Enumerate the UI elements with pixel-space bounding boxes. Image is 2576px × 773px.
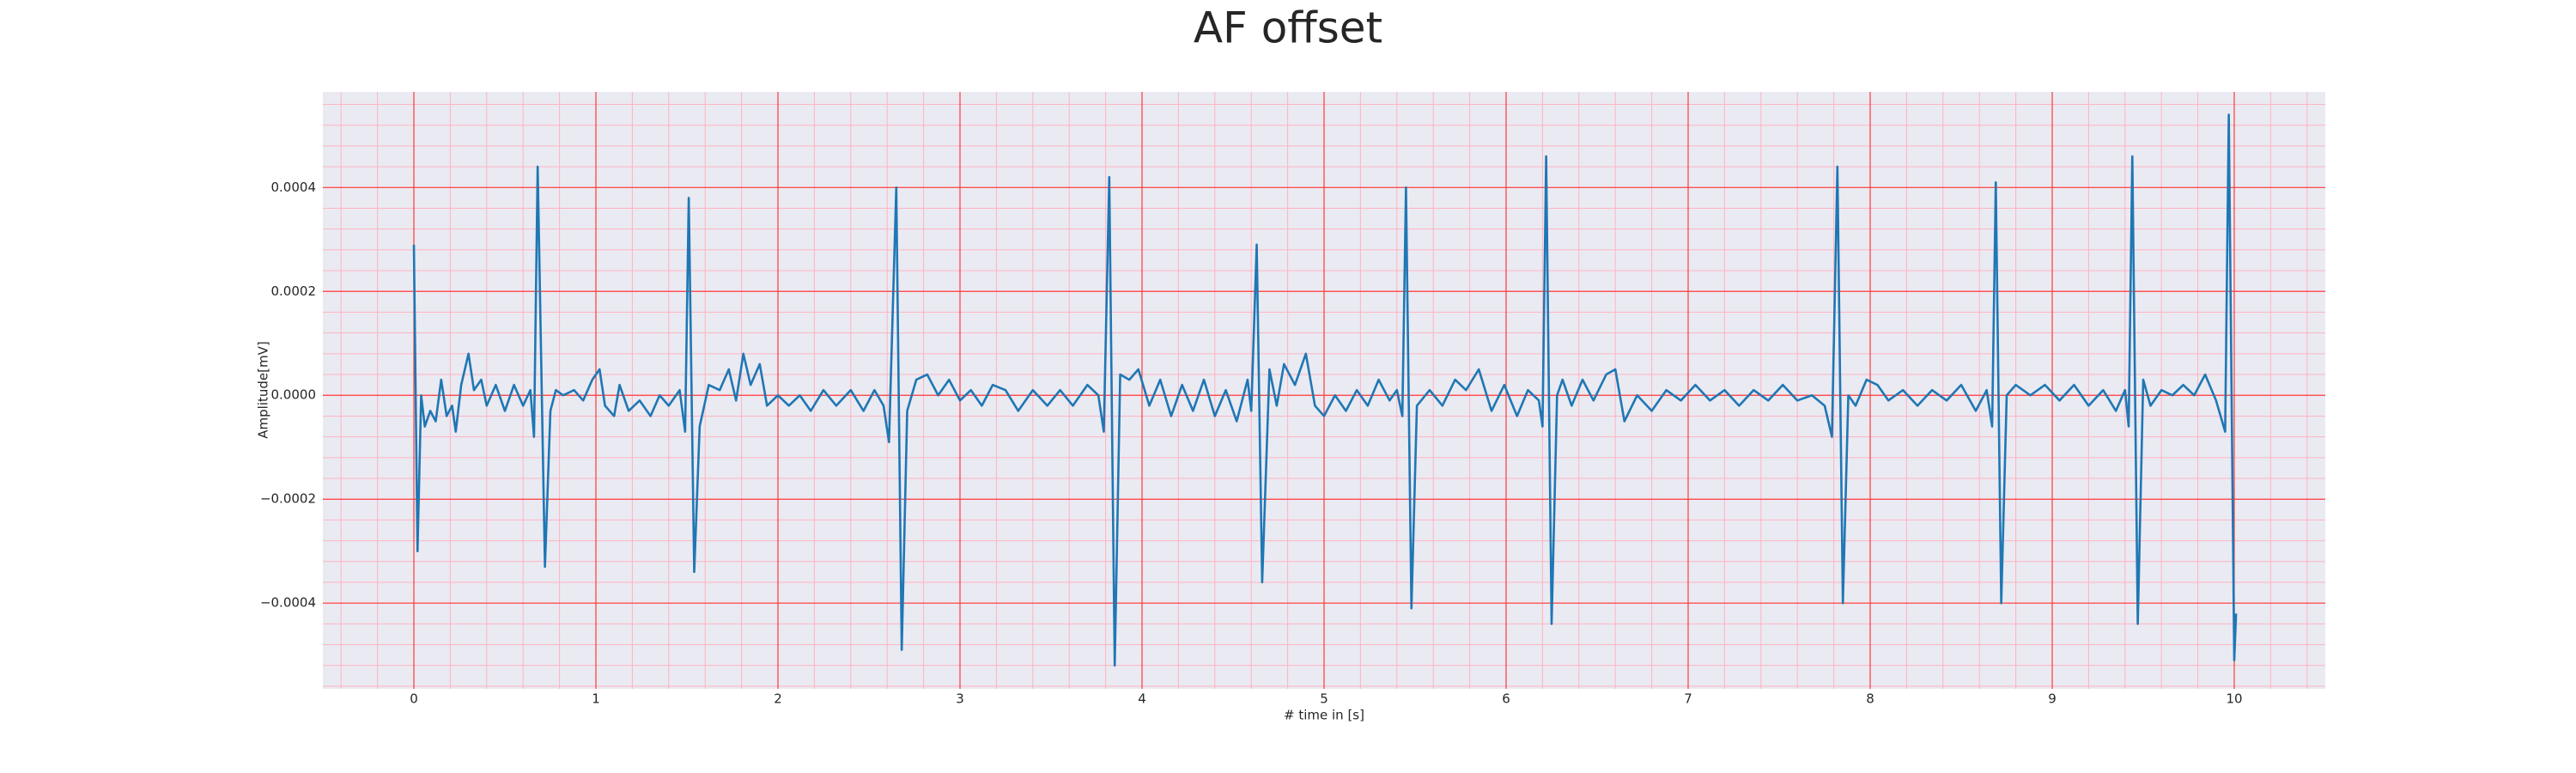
y-tick-label: 0.0002 bbox=[271, 283, 317, 299]
x-tick-label: 3 bbox=[956, 691, 964, 707]
x-tick-label: 1 bbox=[592, 691, 600, 707]
x-tick-label: 0 bbox=[410, 691, 418, 707]
x-tick-label: 6 bbox=[1502, 691, 1510, 707]
x-tick-label: 5 bbox=[1320, 691, 1328, 707]
y-tick-label: −0.0004 bbox=[260, 595, 316, 611]
chart-title: AF offset bbox=[1194, 3, 1382, 53]
x-tick-label: 2 bbox=[774, 691, 782, 707]
y-tick-label: −0.0002 bbox=[260, 491, 316, 507]
x-axis-label: # time in [s] bbox=[1284, 708, 1364, 723]
y-axis-label: Amplitude[mV] bbox=[256, 341, 271, 438]
signal-line bbox=[412, 113, 2238, 667]
series bbox=[412, 113, 2238, 667]
y-tick-label: 0.0000 bbox=[271, 387, 317, 403]
x-tick-label: 4 bbox=[1138, 691, 1146, 707]
x-tick-label: 8 bbox=[1866, 691, 1874, 707]
tick-labels: 0 1 2 3 4 5 6 7 8 9 10 −0.0004 −0.0002 0.0000 0.0002 0.… bbox=[260, 180, 2243, 707]
x-tick-label: 10 bbox=[2226, 691, 2242, 707]
x-tick-label: 7 bbox=[1684, 691, 1692, 707]
y-tick-label: 0.0004 bbox=[271, 180, 317, 195]
x-tick-label: 9 bbox=[2048, 691, 2057, 707]
major-grid bbox=[323, 92, 2325, 689]
